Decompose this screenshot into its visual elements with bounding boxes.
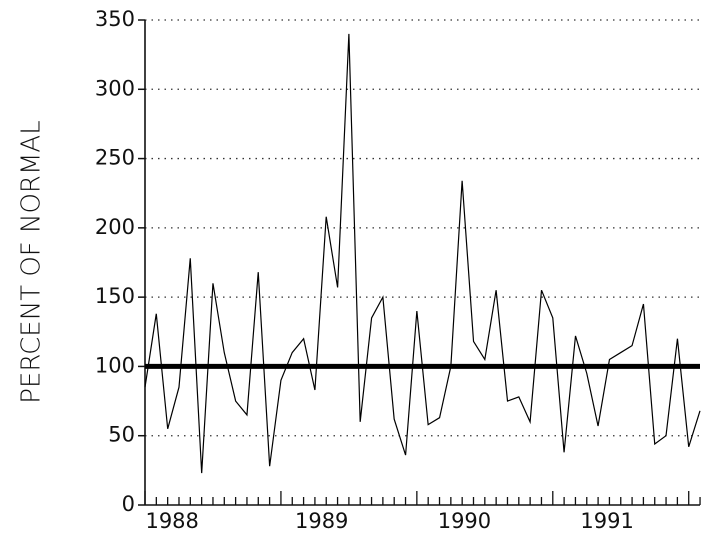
y-tick-label: 200 xyxy=(95,215,135,239)
x-tick-label: 1991 xyxy=(580,509,633,533)
x-tick-label: 1989 xyxy=(295,509,348,533)
y-tick-label: 250 xyxy=(95,146,135,170)
y-tick-label: 0 xyxy=(122,492,135,516)
y-axis-label: PERCENT OF NORMAL xyxy=(17,120,47,403)
y-tick-label: 350 xyxy=(95,7,135,31)
y-tick-label: 100 xyxy=(95,353,135,377)
y-tick-label: 50 xyxy=(108,423,135,447)
y-tick-label: 300 xyxy=(95,76,135,100)
x-tick-label: 1988 xyxy=(145,509,198,533)
data-line xyxy=(144,33,701,474)
y-tick-label: 150 xyxy=(95,284,135,308)
x-tick-label: 1990 xyxy=(438,509,491,533)
